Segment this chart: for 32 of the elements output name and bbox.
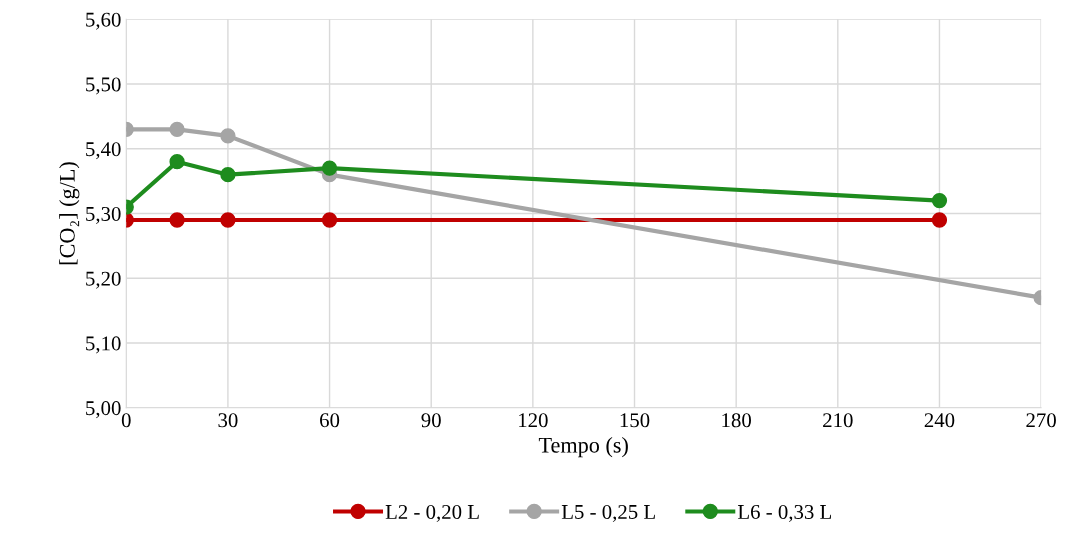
y-tick-label: 5,40 [86,142,121,160]
point [169,154,185,170]
x-tick-label: 90 [421,413,441,428]
y-tick-label: 5,30 [86,206,121,224]
point [321,212,338,228]
legend-label: L2 - 0,20 L [385,504,479,522]
y-axis-title: [CO₂] (g/L) [59,162,80,265]
y-tick-label: 5,50 [86,77,121,95]
point [931,212,948,228]
x-tick-label: 30 [218,413,238,428]
point [220,167,236,183]
point [169,121,185,137]
y-tick-label: 5,60 [86,12,121,30]
point [220,128,236,144]
y-tick-label: 5,20 [86,271,121,289]
x-tick-label: 180 [722,413,751,428]
point [321,160,338,176]
y-tick-label: 5,00 [86,401,121,419]
x-tick-label: 240 [924,413,955,428]
x-tick-label: 60 [320,413,340,428]
x-axis-title: Tempo (s) [538,437,628,458]
y-tick-label: 5,10 [86,336,121,354]
x-tick-label: 270 [1026,413,1056,428]
x-tick-label: 150 [620,413,650,428]
point [931,192,948,209]
point [220,212,236,228]
legend-label: L6 - 0,33 L [737,504,832,522]
point [169,212,185,228]
x-tick-label: 210 [823,413,853,428]
legend-label: L5 - 0,25 L [561,504,655,522]
x-tick-label: 120 [519,413,548,428]
x-tick-label: 0 [121,413,131,428]
